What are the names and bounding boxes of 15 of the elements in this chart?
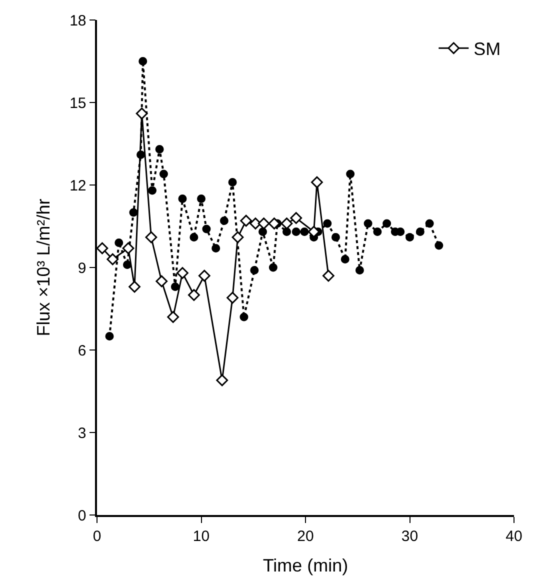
x-tick-label: 40 bbox=[506, 528, 522, 545]
y-tick-label: 3 bbox=[78, 424, 86, 442]
y-tick-label: 12 bbox=[70, 177, 86, 194]
x-axis-title: Time (min) bbox=[262, 555, 348, 576]
x-tick-label: 30 bbox=[401, 528, 418, 545]
y-axis-title: Flux ×10³ L/m²/hr bbox=[33, 198, 54, 336]
x-tick-label: 10 bbox=[192, 528, 210, 545]
y-tick-label: 6 bbox=[78, 342, 86, 360]
y-tick-label: 0 bbox=[78, 507, 86, 524]
y-tick-label: 18 bbox=[70, 12, 86, 30]
y-tick-label: 15 bbox=[70, 94, 86, 112]
legend-label: SM bbox=[474, 39, 501, 60]
x-tick-label: 20 bbox=[297, 528, 314, 545]
x-tick-label: 0 bbox=[92, 528, 102, 545]
y-tick-label: 9 bbox=[78, 260, 86, 277]
